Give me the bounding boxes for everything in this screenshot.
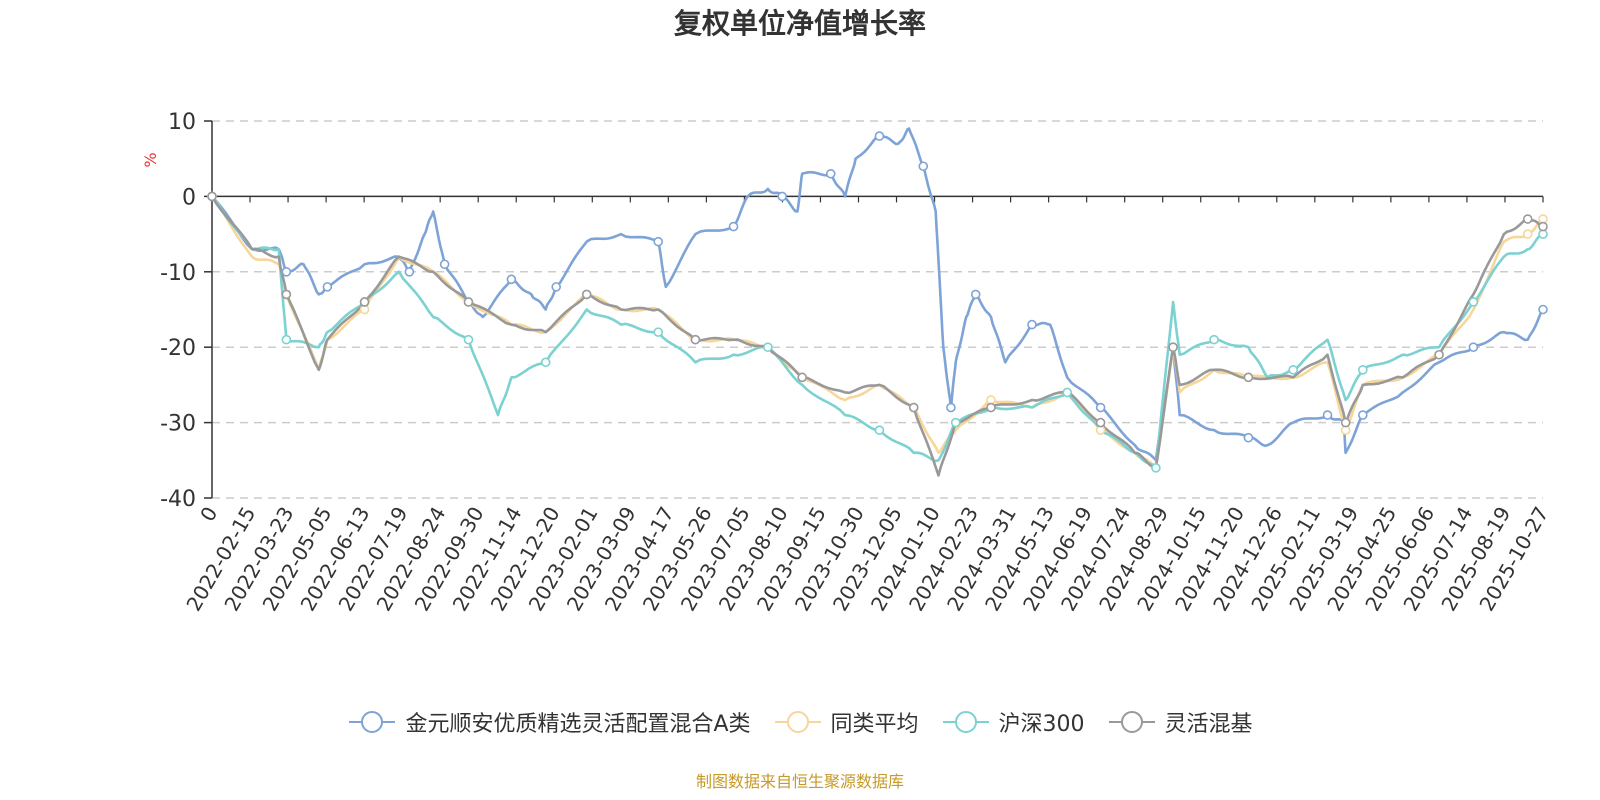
series-3-marker-12 [581,289,592,300]
series-2-marker-15 [653,327,664,337]
series-0-marker-21 [653,236,664,247]
series-1-marker-42 [1522,229,1533,239]
series-0-marker-42 [970,289,981,300]
series-3-marker-0 [207,191,217,202]
series-2-marker-18 [763,342,773,353]
series-3-marker-43 [1538,221,1548,232]
series-2-marker-27 [1062,387,1073,398]
series-0-marker-63 [1468,342,1479,353]
series-0-marker-27 [777,191,787,202]
legend-swatch-icon [1108,711,1155,733]
series-2-marker-36 [1288,365,1298,375]
series-2-marker-9 [463,334,474,345]
series-0-marker-9 [404,266,415,277]
legend-item-2[interactable]: 沪深300 [941,706,1085,738]
legend-swatch-circle [954,711,977,733]
series-0-marker-6 [322,282,333,292]
series-3-marker-30 [1168,342,1178,353]
series-3-marker-42 [1522,214,1533,224]
series-3-marker-3 [281,289,292,300]
series-2-marker-21 [874,425,885,435]
y-axis-unit: % [141,152,160,167]
legend-label: 沪深300 [998,712,1085,737]
series-2-marker-39 [1358,365,1368,375]
legend-label: 同类平均 [830,712,919,737]
series-0-marker-57 [1322,410,1333,420]
series-2-marker-42 [1468,297,1479,307]
series-3-marker-6 [359,297,370,307]
series-0-marker-3 [281,266,292,277]
chart-title: 复权单位净值增长率 [673,7,926,40]
series-0-marker-15 [506,274,517,285]
series-2-marker-33 [1209,334,1219,345]
series-3-marker-18 [797,372,807,383]
series-3-marker-39 [1434,349,1444,360]
series-3-marker-27 [1095,417,1106,428]
series-0-marker-33 [874,131,885,141]
legend-item-0[interactable]: 金元顺安优质精选灵活配置混合A类 [347,706,751,738]
legend-swatch-icon [942,711,989,733]
series-markers [207,131,1548,473]
series-3-marker-15 [690,334,701,345]
legend-item-3[interactable]: 灵活混基 [1107,706,1253,738]
series-2-marker-3 [281,334,292,345]
legend: 金元顺安优质精选灵活配置混合A类 同类平均 沪深300 灵活混基 [0,706,1600,738]
series-3-marker-9 [463,297,474,307]
series-0-marker-39 [946,402,956,413]
y-tick-label-5: -40 [160,487,196,512]
legend-label: 灵活混基 [1164,712,1253,737]
series-0-marker-60 [1358,410,1368,420]
legend-item-1[interactable]: 同类平均 [773,706,919,738]
legend-swatch-icon [349,711,396,733]
y-tick-label-3: -20 [160,336,196,361]
series-0-marker-66 [1538,304,1548,315]
series-2-marker-12 [540,357,551,368]
grid-lines [212,120,1543,499]
series-0-marker-12 [439,259,450,270]
source-note: 制图数据来自恒生聚源数据库 [695,772,904,791]
series-3-marker-36 [1340,417,1351,428]
series-0-marker-24 [728,221,739,232]
y-tick-label-1: 0 [182,185,196,210]
series-2-marker-30 [1151,463,1161,473]
series-3-marker-24 [986,402,996,413]
series-0-marker-54 [1243,432,1254,443]
y-tick-label-0: 10 [168,110,196,135]
legend-swatch-circle [361,711,384,733]
y-tick-label-4: -30 [160,412,196,437]
legend-label: 金元顺安优质精选灵活配置混合A类 [405,712,751,737]
series-0-marker-48 [1095,402,1106,413]
series-2-marker-24 [950,417,961,428]
legend-swatch-icon [774,711,821,733]
legend-swatch-circle [786,711,809,733]
series-3-marker-33 [1243,372,1254,383]
series-0-marker-36 [918,161,929,172]
series-line-2 [210,195,1544,470]
legend-swatch-circle [1120,711,1143,733]
series-line-3 [210,195,1544,477]
y-tick-label-2: -10 [160,261,196,286]
series-0-marker-18 [551,282,561,292]
series-0-marker-45 [1027,319,1037,330]
x-tick-label-0: 0 [195,503,222,526]
series-0-marker-30 [825,168,836,179]
series-3-marker-21 [908,402,919,413]
axes: 100-10-20-30-4002022-02-152022-03-232022… [160,110,1553,615]
